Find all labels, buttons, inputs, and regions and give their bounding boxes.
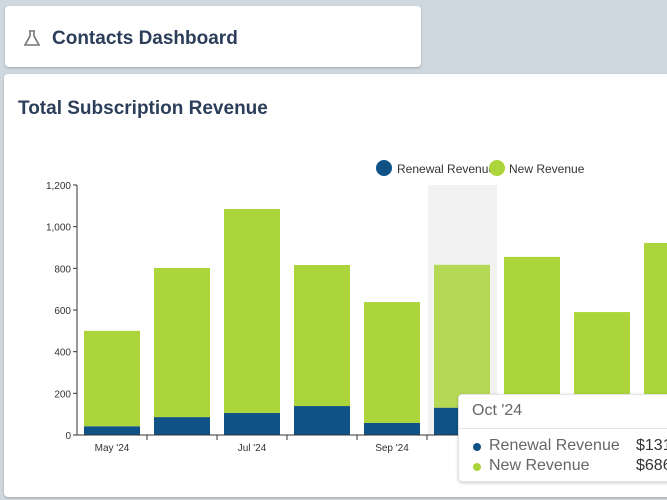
bar-new[interactable] [644, 242, 667, 435]
y-tick-label: 1,000 [46, 223, 71, 234]
legend-label-new[interactable]: New Revenue [509, 162, 585, 176]
tooltip: Oct '24 Renewal Revenue $131 New Revenue $… [458, 394, 667, 482]
bar-new[interactable] [364, 302, 420, 423]
x-tick-label: May '24 [95, 443, 130, 454]
tooltip-title: Oct '24 [459, 395, 667, 429]
bar-new[interactable] [434, 264, 490, 408]
y-tick-label: 200 [54, 389, 71, 400]
tooltip-value: $686 [636, 457, 667, 474]
x-tick-label: Jul '24 [238, 443, 267, 454]
bar-renewal[interactable] [364, 422, 420, 435]
bar-renewal[interactable] [154, 417, 210, 435]
y-tick-label: 0 [65, 431, 71, 442]
bar-new[interactable] [154, 267, 210, 418]
chart-title: Total Subscription Revenue [18, 98, 268, 119]
y-tick-label: 400 [54, 348, 71, 359]
legend-label-renewal[interactable]: Renewal Revenue [397, 162, 495, 176]
y-tick-label: 800 [54, 264, 71, 275]
flask-icon [23, 30, 41, 46]
tooltip-label: Renewal Revenue [489, 437, 620, 454]
tooltip-row-renewal: Renewal Revenue $131 [459, 437, 667, 457]
bar-new[interactable] [84, 330, 140, 427]
dashboard-header: Contacts Dashboard [5, 6, 421, 67]
bar-renewal[interactable] [294, 406, 350, 435]
page-title: Contacts Dashboard [52, 28, 238, 49]
y-tick-label: 1,200 [46, 181, 71, 192]
x-tick-label: Sep '24 [375, 443, 409, 454]
tooltip-row-new: New Revenue $686 [459, 457, 667, 477]
legend-swatch-new [489, 160, 505, 176]
bar-new[interactable] [294, 265, 350, 407]
bar-renewal[interactable] [224, 412, 280, 435]
legend: Renewal Revenue New Revenue [376, 160, 585, 176]
bar-new[interactable] [224, 208, 280, 413]
y-tick-label: 600 [54, 306, 71, 317]
tooltip-label: New Revenue [489, 457, 590, 474]
bar-renewal[interactable] [84, 426, 140, 435]
legend-swatch-renewal [376, 160, 392, 176]
tooltip-value: $131 [636, 437, 667, 454]
